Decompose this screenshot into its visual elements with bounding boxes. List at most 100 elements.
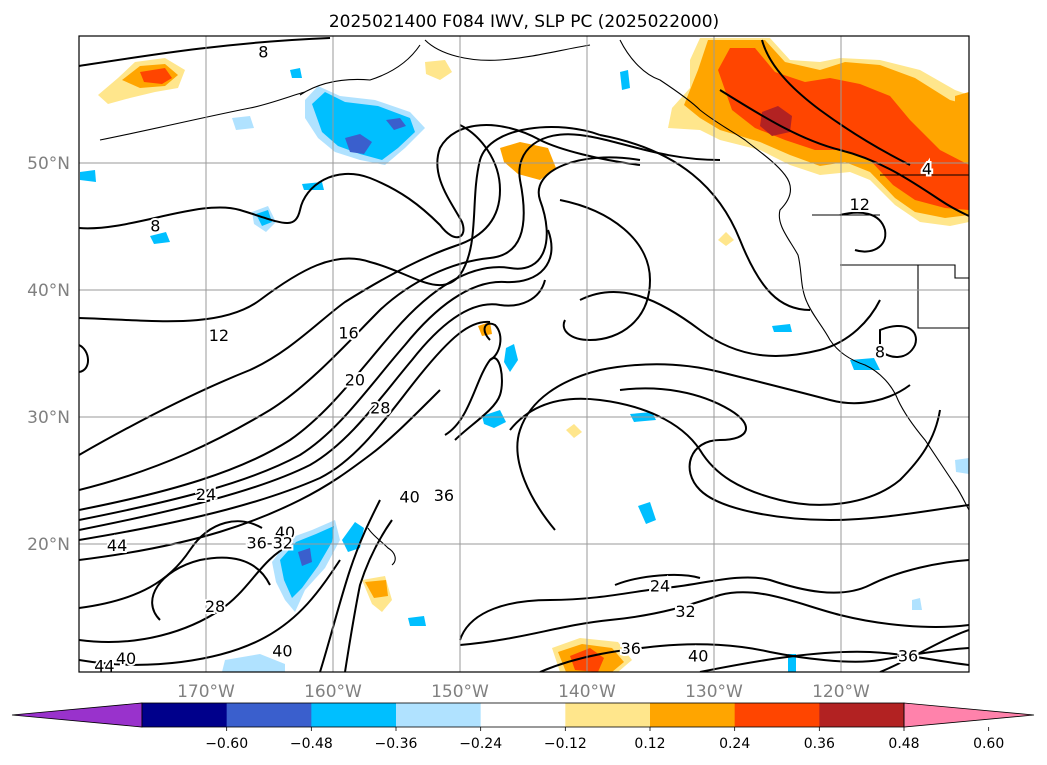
lat-tick-label: 40°N <box>27 281 70 301</box>
lat-tick-labels: 20°N 30°N 40°N 50°N <box>27 154 70 555</box>
negative-anomaly-region <box>638 502 656 524</box>
contour-label: 28 <box>370 398 390 417</box>
contour-line <box>483 322 502 361</box>
contour-label: 40 <box>272 641 292 660</box>
colorbar-segment <box>819 703 905 727</box>
colorbar-extend-max <box>903 702 1035 728</box>
contour-line <box>79 279 546 531</box>
gridlines <box>79 36 969 672</box>
colorbar-tick-label: 0.48 <box>888 736 919 752</box>
colorbar-tick-label: 0.12 <box>634 736 665 752</box>
contour-label: 36 <box>621 639 641 658</box>
lon-tick-label: 150°W <box>431 682 489 702</box>
contour-label: 40 <box>116 649 136 668</box>
coastline <box>619 39 969 511</box>
map-frame <box>78 35 970 673</box>
contour-line <box>509 397 941 506</box>
contour-line <box>79 544 291 643</box>
negative-anomaly-region <box>482 410 506 428</box>
lon-tick-label: 120°W <box>812 682 870 702</box>
positive-anomaly-region <box>955 92 969 130</box>
contour-line <box>539 643 969 672</box>
contour-label: 12 <box>850 195 870 214</box>
contour-label: 32 <box>675 602 695 621</box>
positive-anomaly-region <box>566 424 582 438</box>
colorbar-tick-label: −0.24 <box>459 736 502 752</box>
colorbar-segment <box>311 703 397 727</box>
contour-line <box>619 387 969 522</box>
positive-anomaly-region <box>425 60 452 80</box>
contour-line <box>79 124 502 456</box>
contour-line <box>79 320 491 541</box>
negative-anomaly-region <box>290 68 302 78</box>
contour-label: 16 <box>338 323 358 342</box>
contour-label: 8 <box>258 42 268 61</box>
negative-anomaly-region <box>912 598 922 610</box>
chart-title: 2025021400 F084 IWV, SLP PC (2025022000) <box>329 12 719 32</box>
lon-tick-label: 130°W <box>685 682 743 702</box>
contour-label: 40 <box>399 488 419 507</box>
positive-anomaly-region <box>140 68 172 84</box>
coastline <box>367 527 396 566</box>
contour-line <box>79 126 601 323</box>
positive-anomaly-region <box>718 48 969 210</box>
contour-label: 36 <box>434 486 454 505</box>
contour-line <box>516 363 911 531</box>
lat-tick-label: 50°N <box>27 154 70 174</box>
negative-anomaly-region <box>955 458 969 474</box>
contour-label: 44 <box>107 536 127 555</box>
coastline <box>299 44 421 96</box>
contour-line <box>151 556 271 621</box>
colorbar-segment <box>226 703 312 727</box>
negative-anomaly-region <box>345 134 372 154</box>
contour-line <box>579 291 881 357</box>
colorbar-extend-min <box>11 702 143 728</box>
contour-label: 28 <box>205 597 225 616</box>
colorbar-segment <box>396 703 482 727</box>
contour-line <box>839 211 887 253</box>
lat-tick-label: 20°N <box>27 535 70 555</box>
contour-line <box>879 325 917 358</box>
positive-anomaly-region <box>365 580 388 598</box>
negative-anomaly-region <box>620 70 630 90</box>
contour-label: 8 <box>150 217 160 236</box>
coastline <box>840 264 969 279</box>
contour-line <box>614 573 701 586</box>
lon-tick-label: 140°W <box>558 682 616 702</box>
lon-tick-labels: 170°W 160°W 150°W 140°W 130°W 120°W <box>177 682 870 702</box>
coastlines <box>99 39 969 566</box>
negative-anomaly-region <box>80 170 96 182</box>
colorbar-tick-label: −0.36 <box>375 736 418 752</box>
negative-anomaly-region <box>222 654 285 672</box>
contour-line <box>79 520 263 609</box>
contour-line <box>79 37 331 67</box>
contour-line <box>459 559 969 641</box>
contour-line <box>879 629 969 672</box>
colorbar-tick-label: 0.36 <box>804 736 835 752</box>
contour-label: 36 <box>898 647 918 666</box>
colorbar-outline <box>141 702 905 728</box>
contour-label: 8 <box>875 343 885 362</box>
contour-label: 36-32 <box>246 533 293 552</box>
contour-line <box>344 519 393 672</box>
contour-line <box>79 133 721 491</box>
colorbar-tick-label: −0.12 <box>544 736 587 752</box>
contour-label: 44 <box>94 657 114 676</box>
contour-line <box>319 499 381 672</box>
contour-line <box>79 156 641 511</box>
contour-label: 40 <box>688 647 708 666</box>
contour-label: 4 <box>922 159 932 178</box>
colorbar-tick-label: −0.60 <box>205 736 248 752</box>
contour-lines <box>79 37 969 672</box>
contour-line <box>79 229 553 521</box>
contour-line <box>559 199 652 342</box>
contour-line <box>699 650 969 672</box>
contour-line <box>79 124 641 239</box>
lon-tick-label: 160°W <box>304 682 362 702</box>
positive-anomaly-region <box>500 142 556 180</box>
colorbar-tick-label: 0.60 <box>973 736 1004 752</box>
contour-label: 12 <box>209 326 229 345</box>
colorbar-segment <box>565 703 651 727</box>
